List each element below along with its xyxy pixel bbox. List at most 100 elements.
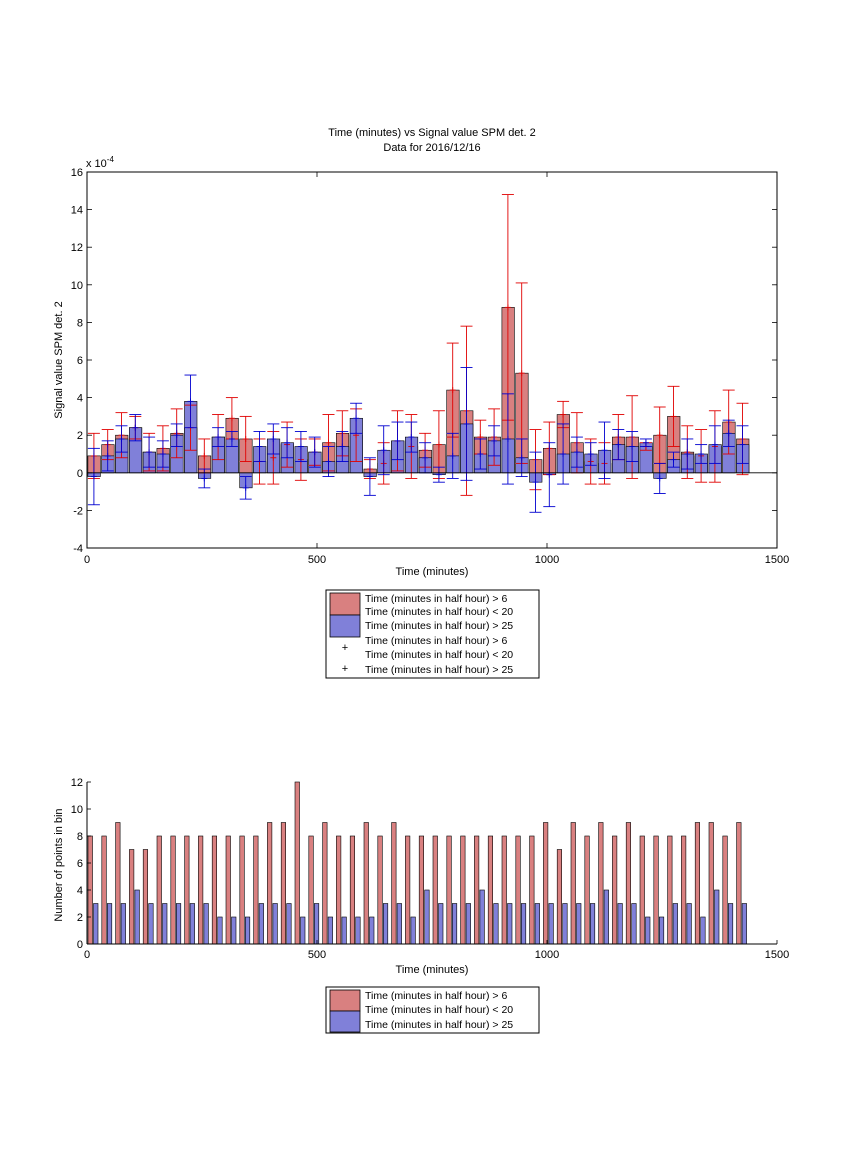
y-axis-label: Number of points in bin [53,808,65,921]
bar-blue [134,889,140,945]
bar-red [460,835,466,945]
bar-red [101,835,107,945]
legend-swatch-red-bar [329,989,361,1012]
y-tick-label: -4 [73,543,83,555]
legend: + + Time (minutes in half hour) > 6 Time… [325,589,540,679]
legend-swatch-red-bar [329,592,361,616]
bar-red [349,835,356,945]
bar-red [184,835,190,945]
bar-red [322,822,328,945]
bar-red [336,835,342,945]
bar-blue [313,903,320,945]
bar-red [142,849,148,945]
y-tick-label: -2 [73,505,83,517]
bar-blue [355,916,361,945]
bar-blue [300,916,306,945]
bar-blue [700,916,706,945]
bar-blue [341,916,347,945]
bar-blue [645,916,651,945]
bar-blue [714,889,720,945]
bar-red [487,835,494,945]
bar-red [129,849,135,945]
x-tick-label: 1500 [765,554,789,566]
bar-red [446,835,452,945]
x-axis-label: Time (minutes) [396,566,469,578]
bar-red [170,835,176,945]
y-tick-label: 10 [71,280,83,292]
bar-blue [589,903,596,945]
bar-blue [465,903,471,945]
bar-red [681,835,687,945]
bar-red [474,835,480,945]
legend-box [325,986,540,1034]
bar-red [612,835,618,945]
bar-blue [534,903,540,945]
bar-red [639,835,645,945]
bar-blue [672,903,678,945]
bar-blue [479,889,485,945]
bar-blue [451,903,458,945]
bar-red [598,822,604,945]
bar-blue [148,903,154,945]
bar-blue [507,903,513,945]
plot-frame [86,171,778,549]
bar-red [391,822,397,945]
bar-red [225,835,231,945]
bar-blue [520,903,527,945]
y-tick-label: 4 [77,885,83,897]
bar-red [198,835,204,945]
y-tick-label: 8 [77,317,83,329]
bar-blue [93,903,99,945]
bar-red [543,822,549,945]
bar-blue [686,903,692,945]
bar-red [529,835,535,945]
bar-red [515,835,521,945]
y-tick-label: 10 [71,804,83,816]
axes: 0 500 1000 1500 0 2 4 6 8 10 12 [71,777,789,961]
y-exponent-power: -4 [107,155,115,164]
x-tick-label: 1000 [535,554,559,566]
bar-red [115,822,121,945]
legend-swatch-blue-bar [329,1010,361,1033]
bar-blue [203,903,209,945]
bar-red [432,835,438,945]
bar-blue [438,903,444,945]
bar-blue [617,903,623,945]
bar-red [570,822,576,945]
bar-blue [176,903,182,945]
chart-title: Time (minutes) vs Signal value SPM det. … [328,127,535,139]
bar-red [294,781,300,945]
x-tick-label: 0 [84,554,90,566]
chart-plot-area [87,781,747,945]
bar-red [667,835,673,945]
x-tick-label: 1000 [535,949,559,961]
bar-blue [727,903,734,945]
legend-entry: Time (minutes in half hour) < 20 [365,649,513,661]
bar-red [280,822,287,945]
bar-red [694,822,701,945]
y-tick-label: 2 [77,430,83,442]
x-tick-label: 0 [84,949,90,961]
legend-entry: Time (minutes in half hour) > 6 [365,635,507,647]
bar-red [267,822,273,945]
bar-blue [245,916,251,945]
bar-blue [107,903,113,945]
bar-red [625,822,632,945]
bar-blue [741,903,747,945]
y-tick-label: 0 [77,939,83,951]
bar-blue [231,916,237,945]
chart-plot-area [87,194,777,513]
legend-entry: Time (minutes in half hour) > 25 [365,620,513,632]
bar-blue [658,916,665,945]
bar-blue [217,916,223,945]
bar-blue [382,903,389,945]
chart-subtitle: Data for 2016/12/16 [383,142,480,154]
bar-blue [603,889,609,945]
bar-blue [396,903,402,945]
bar-red [156,835,162,945]
y-tick-label: 4 [77,393,83,405]
y-tick-label: 14 [71,205,83,217]
legend-entry: Time (minutes in half hour) < 20 [365,606,513,618]
bar-blue [562,903,568,945]
